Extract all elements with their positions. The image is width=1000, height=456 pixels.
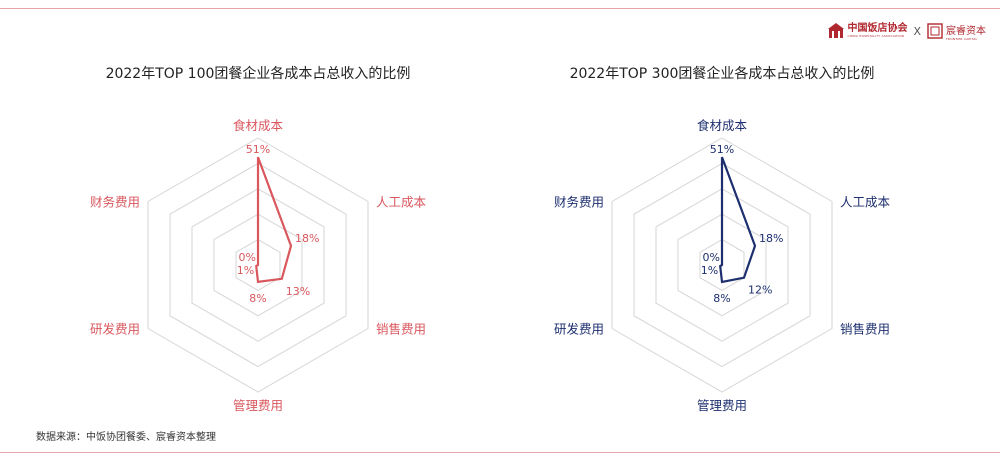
value-label-6: 0% [239, 251, 256, 264]
cha-logo: 中国饭店协会 CHINA HOSPITALITY ASSOCIATION [828, 23, 907, 39]
cha-logo-text: 中国饭店协会 [847, 23, 908, 34]
cha-logo-sub: CHINA HOSPITALITY ASSOCIATION [847, 34, 905, 38]
grid-ring-2 [677, 213, 767, 317]
frontier-seal-icon [927, 23, 943, 39]
source-note: 数据来源：中饭协团餐委、宸睿资本整理 [36, 432, 216, 443]
series-line [255, 156, 293, 284]
value-label-2: 18% [295, 232, 319, 245]
bottom-rule [0, 452, 1000, 453]
axis-label-3: 销售费用 [376, 322, 426, 337]
axis-label-4: 管理费用 [697, 398, 747, 413]
value-label-6: 0% [703, 251, 720, 264]
value-label-4: 8% [713, 292, 730, 305]
grid-ring-3 [655, 188, 789, 342]
axis-label-2: 人工成本 [840, 195, 891, 210]
grid-ring-4 [169, 162, 347, 368]
grid-ring-3 [191, 188, 325, 342]
logo-separator: X [913, 24, 921, 38]
top-rule [0, 8, 1000, 9]
value-label-3: 13% [286, 285, 310, 298]
grid-ring-1 [699, 239, 745, 291]
value-label-1: 51% [710, 143, 734, 156]
grid-ring-1 [235, 239, 281, 291]
series-line [719, 156, 757, 284]
cha-emblem-icon [828, 23, 845, 38]
frontier-logo-text: 宸睿资本 [946, 25, 986, 37]
axis-label-1: 食材成本 [233, 118, 284, 133]
header-logos: 中国饭店协会 CHINA HOSPITALITY ASSOCIATION X 宸… [828, 20, 986, 42]
grid-ring-4 [633, 162, 811, 368]
radar-chart-2: 2022年TOP 300团餐企业各成本占总收入的比例食材成本人工成本销售费用管理… [554, 65, 891, 413]
value-label-4: 8% [249, 292, 266, 305]
grid-ring-5 [611, 137, 833, 393]
grid-ring-2 [213, 213, 303, 317]
axis-label-1: 食材成本 [697, 118, 748, 133]
axis-label-5: 研发费用 [554, 322, 604, 337]
value-label-3: 12% [748, 284, 772, 297]
axis-label-3: 销售费用 [840, 322, 890, 337]
frontier-logo-sub: FRONTIER CAPITAL [946, 36, 978, 41]
radar-chart-1: 2022年TOP 100团餐企业各成本占总收入的比例食材成本人工成本销售费用管理… [90, 65, 427, 413]
value-label-5: 1% [701, 264, 718, 277]
axis-label-6: 财务费用 [90, 195, 140, 210]
grid-ring-5 [147, 137, 369, 393]
value-label-1: 51% [246, 143, 270, 156]
axis-label-2: 人工成本 [376, 195, 427, 210]
chart-title: 2022年TOP 100团餐企业各成本占总收入的比例 [106, 65, 411, 82]
value-label-2: 18% [759, 232, 783, 245]
axis-label-4: 管理费用 [233, 398, 283, 413]
axis-label-5: 研发费用 [90, 322, 140, 337]
value-label-5: 1% [237, 264, 254, 277]
axis-label-6: 财务费用 [554, 195, 604, 210]
chart-title: 2022年TOP 300团餐企业各成本占总收入的比例 [570, 65, 875, 82]
frontier-logo: 宸睿资本 FRONTIER CAPITAL [927, 22, 986, 41]
